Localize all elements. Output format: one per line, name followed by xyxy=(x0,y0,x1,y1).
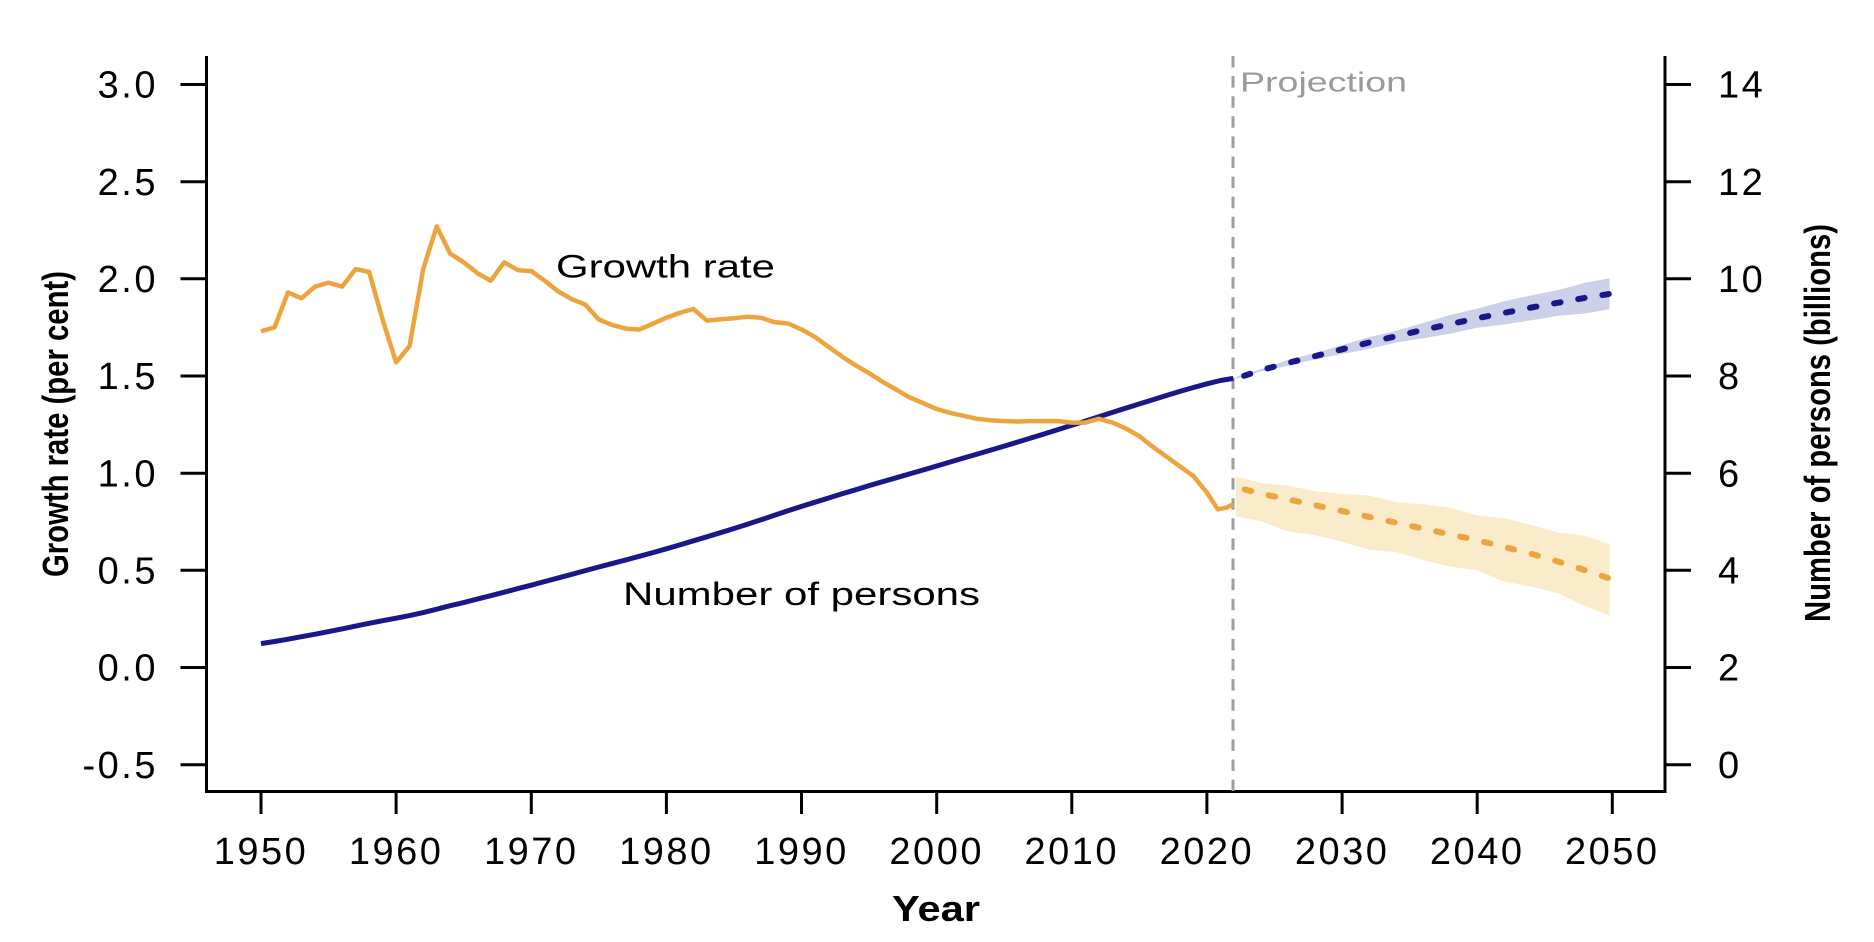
svg-text:1.0: 1.0 xyxy=(98,453,158,495)
svg-text:1970: 1970 xyxy=(484,831,579,873)
svg-text:Year: Year xyxy=(892,888,980,929)
svg-text:0: 0 xyxy=(1718,745,1742,787)
svg-text:1980: 1980 xyxy=(619,831,714,873)
svg-text:2010: 2010 xyxy=(1025,831,1120,873)
svg-text:12: 12 xyxy=(1718,162,1765,204)
svg-text:-0.5: -0.5 xyxy=(83,745,158,787)
svg-text:Growth rate: Growth rate xyxy=(556,249,775,285)
svg-text:0.0: 0.0 xyxy=(98,648,158,690)
svg-text:2050: 2050 xyxy=(1565,831,1660,873)
svg-text:1990: 1990 xyxy=(754,831,849,873)
svg-text:1960: 1960 xyxy=(349,831,444,873)
svg-text:2040: 2040 xyxy=(1430,831,1525,873)
svg-text:10: 10 xyxy=(1718,259,1765,301)
svg-text:3.0: 3.0 xyxy=(98,65,158,107)
svg-text:2.0: 2.0 xyxy=(98,259,158,301)
svg-text:Number of persons (billions): Number of persons (billions) xyxy=(1797,224,1838,622)
svg-text:14: 14 xyxy=(1718,65,1765,107)
svg-text:2.5: 2.5 xyxy=(98,162,158,204)
svg-text:6: 6 xyxy=(1718,453,1742,495)
svg-text:Number of persons: Number of persons xyxy=(623,576,980,612)
svg-text:2020: 2020 xyxy=(1160,831,1255,873)
svg-text:Projection: Projection xyxy=(1240,67,1407,98)
svg-text:0.5: 0.5 xyxy=(98,551,158,593)
svg-text:1.5: 1.5 xyxy=(98,356,158,398)
svg-text:2: 2 xyxy=(1718,648,1742,690)
svg-text:2030: 2030 xyxy=(1295,831,1390,873)
svg-text:1950: 1950 xyxy=(214,831,309,873)
svg-text:2000: 2000 xyxy=(889,831,984,873)
svg-text:Growth rate (per cent): Growth rate (per cent) xyxy=(35,271,76,577)
svg-text:8: 8 xyxy=(1718,356,1742,398)
svg-text:4: 4 xyxy=(1718,551,1742,593)
